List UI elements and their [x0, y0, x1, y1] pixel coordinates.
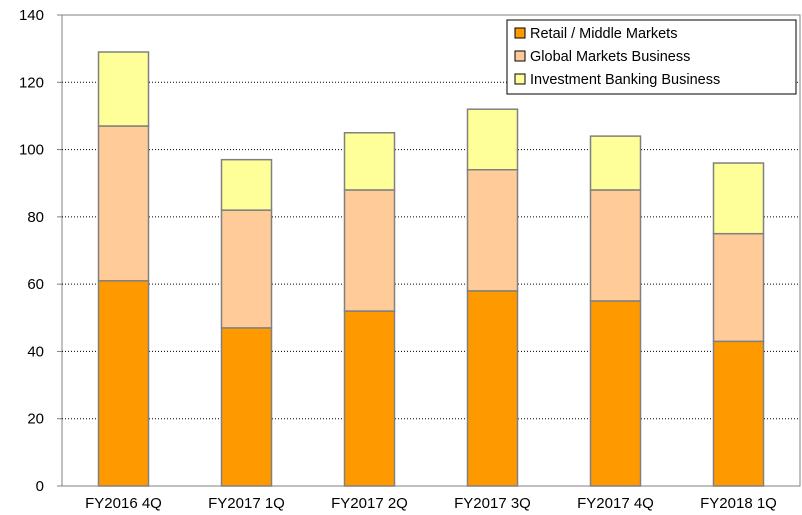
x-tick-label: FY2017 1Q [208, 495, 285, 512]
y-tick-label: 100 [19, 142, 44, 159]
y-tick-label: 120 [19, 74, 44, 91]
x-axis: FY2016 4Q FY2017 1Q FY2017 2Q FY2017 3Q FY20… [85, 495, 777, 512]
x-tick-label: FY2017 4Q [577, 495, 654, 512]
x-tick-label: FY2017 2Q [331, 495, 408, 512]
bar-segment-series-1 [466, 169, 519, 292]
legend-swatch-investment-banking [514, 73, 526, 85]
legend-box [506, 19, 797, 95]
y-tick-label: 0 [36, 478, 44, 495]
bars [97, 51, 765, 487]
bar-segment-series-0 [466, 290, 519, 487]
y-tick-label: 140 [19, 7, 44, 24]
bar-segment-series-0 [97, 280, 150, 487]
bar-segment-series-1 [712, 232, 765, 343]
bar-segment-series-0 [220, 327, 273, 487]
bar-segment-series-2 [343, 132, 396, 191]
bar-segment-series-0 [343, 310, 396, 487]
bar-segment-series-2 [712, 162, 765, 235]
bar-segment-series-2 [466, 108, 519, 171]
legend: Retail / Middle Markets Global Markets B… [506, 19, 797, 95]
legend-swatch-retail [514, 27, 526, 39]
y-tick-label: 80 [27, 209, 44, 226]
y-axis: 0 20 40 60 80 100 120 140 [19, 7, 62, 495]
x-tick-label: FY2016 4Q [85, 495, 162, 512]
bar-segment-series-2 [220, 158, 273, 211]
y-tick-label: 60 [27, 276, 44, 293]
bar-segment-series-1 [220, 209, 273, 329]
y-tick-label: 40 [27, 343, 44, 360]
bar-segment-series-0 [589, 300, 642, 487]
legend-label-global-markets: Global Markets Business [530, 49, 690, 65]
bar-segment-series-1 [343, 189, 396, 312]
legend-label-retail: Retail / Middle Markets [530, 26, 677, 42]
bar-segment-series-0 [712, 340, 765, 487]
y-tick-label: 20 [27, 411, 44, 428]
bar-segment-series-2 [97, 51, 150, 127]
legend-label-investment-banking: Investment Banking Business [530, 72, 720, 88]
legend-swatch-global-markets [514, 50, 526, 62]
x-tick-label: FY2018 1Q [700, 495, 777, 512]
bar-segment-series-1 [589, 189, 642, 302]
bar-segment-series-1 [97, 125, 150, 282]
bar-segment-series-2 [589, 135, 642, 191]
x-tick-label: FY2017 3Q [454, 495, 531, 512]
